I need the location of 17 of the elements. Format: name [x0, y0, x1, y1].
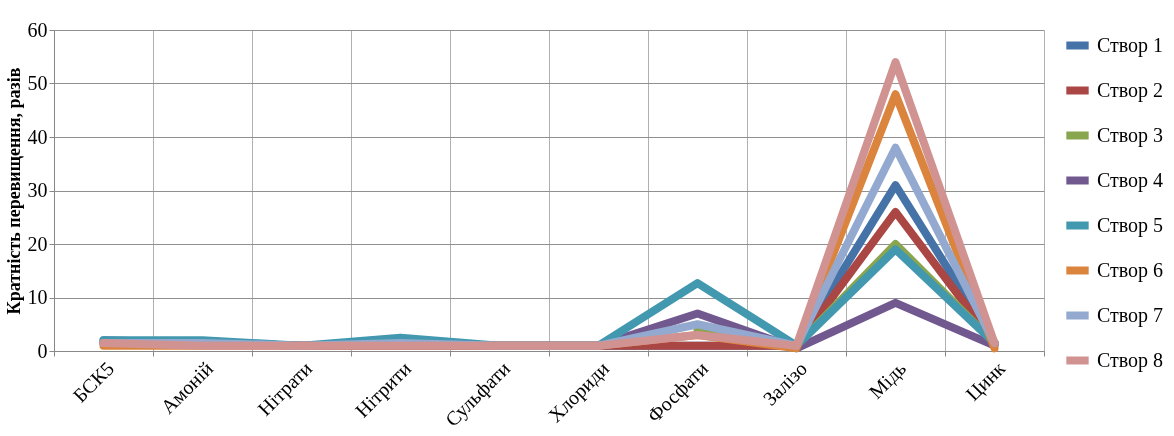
y-tick-label: 40: [27, 125, 48, 148]
y-tick-label: 50: [27, 72, 48, 94]
legend-label: Створ 5: [1097, 213, 1164, 237]
legend-label: Створ 2: [1097, 78, 1164, 102]
y-tick-label: 10: [27, 286, 48, 308]
legend-label: Створ 7: [1097, 303, 1164, 327]
y-tick-label: 0: [37, 339, 48, 362]
y-axis-title: Кратність перевищення, разів: [3, 67, 24, 315]
legend-label: Створ 8: [1097, 348, 1164, 372]
legend-label: Створ 3: [1097, 123, 1164, 147]
y-tick-label: 20: [27, 232, 48, 255]
legend-label: Створ 4: [1097, 168, 1164, 192]
y-tick-label: 60: [27, 18, 48, 41]
y-tick-label: 30: [27, 179, 48, 201]
legend-label: Створ 6: [1097, 258, 1164, 282]
x-tick-label: Мідь: [864, 357, 911, 404]
legend-label: Створ 1: [1097, 33, 1164, 57]
